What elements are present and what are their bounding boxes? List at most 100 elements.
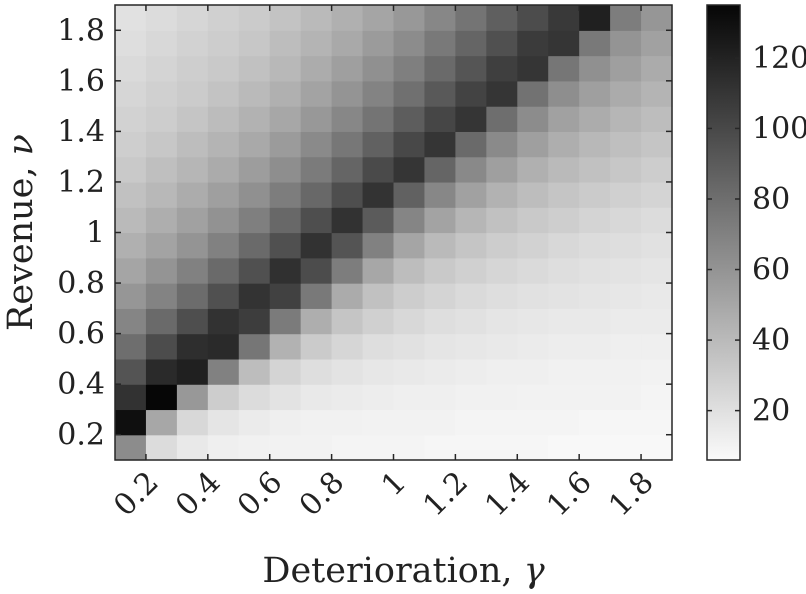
colorbar-ticks	[707, 57, 740, 412]
heatmap-cell	[145, 131, 178, 158]
heatmap-cell	[362, 409, 395, 436]
heatmap-cell	[331, 181, 364, 208]
heatmap-cell	[548, 434, 580, 461]
heatmap-cell	[641, 434, 673, 461]
heatmap-cell	[517, 207, 549, 234]
heatmap-cell	[393, 30, 426, 57]
heatmap-cell	[238, 308, 271, 335]
heatmap-cell	[548, 55, 580, 82]
heatmap-cell	[424, 181, 456, 208]
heatmap-cell	[641, 283, 673, 309]
heatmap-cell	[641, 409, 673, 436]
heatmap-cell	[207, 358, 240, 385]
heatmap-cell	[269, 80, 302, 107]
colorbar-tick-label: 40	[752, 323, 790, 358]
heatmap-cell	[579, 232, 611, 259]
heatmap-cell	[517, 434, 549, 461]
heatmap-cell	[548, 207, 580, 234]
heatmap-cell	[486, 257, 518, 284]
heatmap-cell	[641, 106, 673, 132]
heatmap-cell	[455, 106, 487, 132]
heatmap-cell	[641, 384, 673, 411]
heatmap-cell	[238, 30, 271, 57]
x-tick-label: 1.8	[602, 465, 660, 523]
heatmap-cell	[207, 30, 240, 57]
heatmap-cell	[393, 333, 426, 360]
heatmap-cell	[455, 333, 487, 360]
heatmap-cell	[610, 131, 642, 158]
heatmap-cell	[207, 181, 240, 208]
heatmap-cell	[300, 181, 333, 208]
heatmap-cell	[238, 181, 271, 208]
heatmap-cell	[300, 207, 333, 234]
heatmap-cell	[548, 283, 580, 309]
heatmap-cell	[579, 131, 611, 158]
heatmap-cell	[176, 333, 209, 360]
heatmap-cell	[269, 434, 302, 461]
heatmap-cell	[176, 308, 209, 335]
heatmap-cell	[517, 181, 549, 208]
heatmap-cell	[424, 333, 456, 360]
x-axis-tick-labels: 0.2 0.4 0.6 0.8 1 1.2 1.4 1.6 1.8	[107, 465, 661, 523]
heatmap-cell	[238, 232, 271, 259]
heatmap-cell	[207, 283, 240, 309]
heatmap-cell	[455, 283, 487, 309]
heatmap-cell	[548, 358, 580, 385]
heatmap-cell	[207, 55, 240, 82]
heatmap-cell	[207, 384, 240, 411]
heatmap-cell	[145, 333, 178, 360]
heatmap-cell	[145, 30, 178, 57]
heatmap-cell	[115, 358, 147, 385]
heatmap-cell	[393, 257, 426, 284]
heatmap-cell	[238, 283, 271, 309]
heatmap-cell	[269, 55, 302, 82]
heatmap-cell	[207, 409, 240, 436]
heatmap-cell	[455, 358, 487, 385]
heatmap-cell	[579, 283, 611, 309]
heatmap-cell	[269, 5, 302, 31]
heatmap-cell	[486, 384, 518, 411]
heatmap-cell	[486, 55, 518, 82]
heatmap-cell	[269, 333, 302, 360]
heatmap-cell	[517, 131, 549, 158]
heatmap-cell	[517, 5, 549, 31]
heatmap-cell	[548, 181, 580, 208]
heatmap-cell	[455, 232, 487, 259]
heatmap-cell	[269, 384, 302, 411]
heatmap-cell	[115, 207, 147, 234]
colorbar	[706, 4, 741, 461]
x-axis-ticks	[145, 5, 642, 460]
heatmap-cell	[269, 106, 302, 132]
heatmap-cell	[393, 308, 426, 335]
heatmap-cell	[300, 283, 333, 309]
heatmap-cell	[238, 55, 271, 82]
heatmap-cell	[362, 207, 395, 234]
heatmap-cell	[115, 156, 147, 183]
heatmap-cell	[269, 30, 302, 57]
x-tick-label: 1.6	[540, 465, 598, 523]
heatmap-cell	[548, 384, 580, 411]
colorbar-tick-labels: 20 40 60 80 100 120	[752, 41, 806, 429]
heatmap-cell	[145, 409, 178, 436]
heatmap-cell	[300, 384, 333, 411]
heatmap-cell	[207, 333, 240, 360]
heatmap-cell	[207, 156, 240, 183]
heatmap-cell	[610, 5, 642, 31]
heatmap-cell	[176, 30, 209, 57]
heatmap-cell	[641, 232, 673, 259]
heatmap-cell	[517, 384, 549, 411]
heatmap-cell	[517, 30, 549, 57]
heatmap-cell	[455, 30, 487, 57]
y-axis-ticks	[115, 29, 672, 436]
heatmap-cell	[641, 131, 673, 158]
heatmap-cell	[362, 308, 395, 335]
heatmap-cell	[579, 30, 611, 57]
heatmap-cell	[393, 181, 426, 208]
x-tick-label: 1.2	[417, 465, 475, 523]
heatmap-cell	[269, 207, 302, 234]
heatmap-cell	[269, 409, 302, 436]
heatmap-cell	[145, 55, 178, 82]
heatmap-cell	[424, 358, 456, 385]
heatmap-cell	[486, 283, 518, 309]
